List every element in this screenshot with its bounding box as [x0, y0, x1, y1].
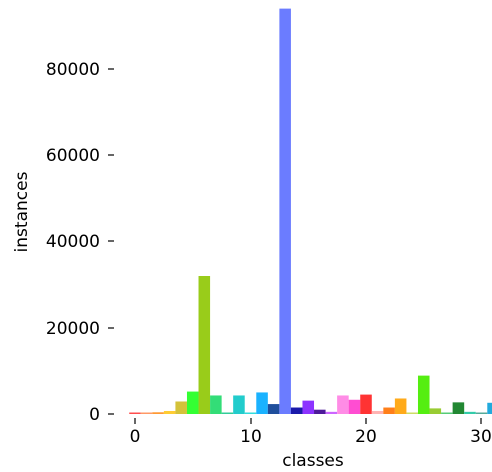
bar-class-7	[210, 395, 222, 414]
bar-class-31	[487, 402, 492, 414]
bar-class-24	[406, 412, 418, 414]
x-tick-label: 10	[240, 427, 262, 447]
bar-class-2	[152, 412, 164, 414]
bar-class-14	[290, 407, 303, 414]
bar-class-15	[302, 400, 315, 414]
bar-class-13	[279, 8, 291, 415]
bar-class-6	[198, 276, 211, 414]
bar-class-30	[475, 412, 488, 414]
bar-class-8	[221, 412, 234, 414]
y-tick-label: 40000	[46, 232, 100, 252]
bar-class-17	[325, 411, 338, 414]
x-axis-label: classes	[282, 451, 344, 471]
x-tick-label: 30	[470, 427, 492, 447]
bar-class-1	[140, 412, 153, 414]
bar-class-0	[129, 412, 141, 414]
bar-class-25	[417, 375, 430, 414]
bar-class-21	[371, 410, 384, 414]
bar-class-4	[175, 401, 187, 414]
bar-class-9	[233, 395, 245, 414]
bar-class-22	[383, 407, 395, 414]
bar-class-16	[314, 409, 326, 414]
x-tick-label: 0	[130, 427, 141, 447]
y-tick-label: 20000	[46, 319, 100, 339]
y-tick-label: 80000	[46, 60, 100, 80]
y-tick-label: 60000	[46, 146, 100, 166]
x-tick-label: 20	[355, 427, 377, 447]
bar-class-29	[464, 411, 476, 414]
bar-class-10	[244, 412, 257, 414]
bar-class-28	[452, 402, 465, 414]
y-axis-label: instances	[12, 171, 32, 252]
bar-class-18	[337, 395, 349, 414]
y-axis: 0 20000 40000 60000 80000	[46, 60, 114, 425]
bar-class-27	[441, 412, 453, 414]
x-axis: 0 10 20 30	[130, 418, 492, 447]
bar-class-23	[394, 398, 407, 414]
bar-class-20	[360, 394, 372, 414]
bar-class-3	[163, 410, 176, 414]
bar-class-26	[429, 408, 442, 414]
bar-class-5	[186, 391, 199, 414]
bar-series	[129, 8, 492, 415]
bar-class-11	[256, 392, 268, 414]
bar-class-12	[267, 404, 280, 414]
bar-class-19	[348, 399, 361, 414]
y-tick-label: 0	[89, 405, 100, 425]
